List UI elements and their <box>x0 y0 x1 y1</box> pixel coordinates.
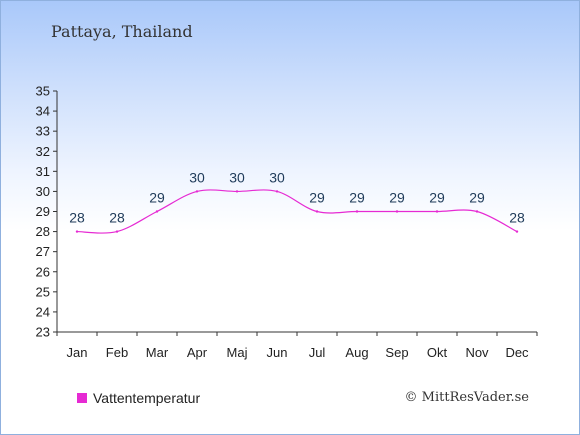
data-point <box>435 210 439 213</box>
series-line <box>76 189 518 234</box>
data-point <box>195 190 199 193</box>
y-tick-label: 34 <box>36 104 50 119</box>
x-tick-label: Sep <box>385 345 408 360</box>
x-tick-label: Okt <box>427 345 448 360</box>
y-tick-label: 23 <box>36 325 50 340</box>
data-point <box>515 230 519 233</box>
y-tick-label: 26 <box>36 264 50 279</box>
y-tick-label: 29 <box>36 204 50 219</box>
x-tick-label: Maj <box>227 345 248 360</box>
x-tick-label: Apr <box>187 345 208 360</box>
x-tick-label: Nov <box>465 345 489 360</box>
data-point <box>115 230 119 233</box>
data-point <box>475 210 479 213</box>
x-tick-label: Jan <box>67 345 88 360</box>
y-tick-label: 33 <box>36 124 50 139</box>
data-point <box>275 190 279 193</box>
x-tick-label: Aug <box>345 345 368 360</box>
y-tick-label: 27 <box>36 244 50 259</box>
data-label: 30 <box>269 169 285 185</box>
data-label: 28 <box>69 210 85 226</box>
y-tick-label: 35 <box>36 84 50 99</box>
x-tick-label: Feb <box>106 345 128 360</box>
data-point <box>395 210 399 213</box>
x-tick-label: Dec <box>505 345 529 360</box>
data-label: 29 <box>309 190 325 206</box>
credit-text: © MittResVader.se <box>404 390 529 405</box>
y-tick-label: 28 <box>36 224 50 239</box>
data-label: 29 <box>349 190 365 206</box>
data-point <box>155 210 159 213</box>
data-label: 30 <box>229 169 245 185</box>
data-label: 29 <box>389 190 405 206</box>
data-label: 28 <box>509 210 525 226</box>
data-point <box>315 210 319 213</box>
legend-swatch <box>77 393 87 403</box>
data-label: 29 <box>149 190 165 206</box>
data-label: 28 <box>109 210 125 226</box>
data-point <box>235 190 239 193</box>
data-label: 29 <box>429 190 445 206</box>
legend: Vattentemperatur <box>77 390 200 406</box>
y-tick-label: 24 <box>36 304 50 319</box>
legend-label: Vattentemperatur <box>93 390 201 406</box>
y-tick-label: 31 <box>36 164 50 179</box>
data-point <box>355 210 359 213</box>
chart-title: Pattaya, Thailand <box>51 22 193 41</box>
y-tick-label: 25 <box>36 284 50 299</box>
y-tick-label: 32 <box>36 144 50 159</box>
data-label: 29 <box>469 190 485 206</box>
y-tick-label: 30 <box>36 184 50 199</box>
data-label: 30 <box>189 169 205 185</box>
x-tick-label: Jun <box>267 345 288 360</box>
x-tick-label: Mar <box>146 345 169 360</box>
data-point <box>75 230 79 233</box>
x-tick-label: Jul <box>309 345 326 360</box>
